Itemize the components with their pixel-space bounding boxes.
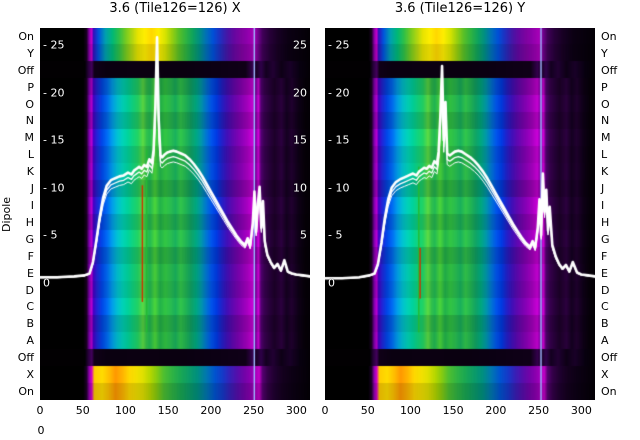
x-axis-tick: 300 [285,404,307,417]
row-label: P [27,80,34,94]
row-label: K [601,165,609,179]
line-axis-tick-left: 0 [328,276,335,290]
heatmap-right-canvas [325,28,595,400]
row-label: X [601,368,609,382]
row-label: B [26,317,34,331]
x-axis-tick: 0 [321,404,329,417]
row-label: G [601,232,610,246]
row-label: J [30,182,34,196]
row-label: D [25,283,34,297]
row-label: N [601,114,610,128]
line-axis-tick-right: 25 [293,38,307,52]
line-axis-tick-left: - 10 [328,181,350,195]
row-label: Off [17,351,34,365]
right-row-labels: On Y Off P O N M L K J I H G F E D C B A Off X On [599,28,633,400]
left-plot-title: 3.6 (Tile126=126) X [109,1,241,16]
line-axis-tick-left: - 15 [43,133,65,147]
row-label: Y [601,46,608,60]
row-label: E [601,266,608,280]
row-label: C [601,300,609,314]
row-label: B [601,317,609,331]
line-axis-tick-left: 0 [43,276,50,290]
row-label: Off [601,63,618,77]
x-axis-left: 0 50 100 150 200 250 300 [36,404,310,419]
right-plot-title: 3.6 (Tile126=126) Y [394,1,526,16]
origin-tick: 0 [37,424,45,437]
row-label: O [601,97,610,111]
row-label: Off [17,63,34,77]
row-label: N [25,114,34,128]
line-axis-tick-left: - 5 [328,228,343,242]
x-axis-tick: 100 [114,404,136,417]
row-label: H [25,215,34,229]
row-label: A [601,334,609,348]
x-axis-tick: 300 [570,404,592,417]
x-axis-tick: 250 [243,404,265,417]
line-axis-tick-right: 10 [293,181,307,195]
x-axis-tick: 200 [485,404,507,417]
line-axis-tick-left: - 10 [43,181,65,195]
line-axis-tick-right: 5 [300,228,307,242]
x-axis-right: 0 50 100 150 200 250 300 [321,404,595,419]
row-label: On [18,29,34,43]
row-label: I [601,199,605,213]
x-axis-tick: 50 [75,404,90,417]
x-axis-tick: 150 [157,404,179,417]
row-label: J [601,182,605,196]
heatmap-left: - 25 - 20 - 15 - 10 - 5 0 25 20 15 10 5 [40,28,310,400]
row-label: M [24,131,35,145]
row-label: P [601,80,608,94]
row-label: Off [601,351,618,365]
left-row-labels: On Y Off P O N M L K J I H G F E D C B A Off X On [10,28,37,400]
row-label: L [601,148,608,162]
row-label: C [26,300,34,314]
row-label: A [26,334,34,348]
x-axis-tick: 0 [36,404,44,417]
row-label: F [601,249,608,263]
row-label: K [26,165,34,179]
row-label: On [601,29,617,43]
line-axis-tick-left: - 5 [43,228,58,242]
row-label: I [30,199,34,213]
row-label: F [27,249,34,263]
x-axis-tick: 200 [200,404,222,417]
line-axis-tick-right: 15 [293,133,307,147]
heatmap-left-canvas [40,28,310,400]
x-axis-tick: 250 [528,404,550,417]
x-axis-tick: 100 [399,404,421,417]
line-axis-tick-right: 20 [293,86,307,100]
row-label: Y [27,46,34,60]
line-axis-tick-left: - 15 [328,133,350,147]
x-axis-tick: 150 [442,404,464,417]
heatmap-right: - 25 - 20 - 15 - 10 - 5 0 [325,28,595,400]
row-label: H [601,215,610,229]
row-label: E [27,266,34,280]
line-axis-tick-left: - 20 [43,86,65,100]
row-label: M [601,131,611,145]
row-label: G [25,232,34,246]
line-axis-tick-left: - 25 [328,38,350,52]
x-axis-tick: 50 [360,404,375,417]
line-axis-tick-left: - 25 [43,38,65,52]
row-label: X [26,368,34,382]
line-axis-tick-left: - 20 [328,86,350,100]
row-label: On [18,384,34,398]
row-label: L [27,148,34,162]
row-label: D [601,283,610,297]
row-label: O [25,97,34,111]
row-label: On [601,384,617,398]
